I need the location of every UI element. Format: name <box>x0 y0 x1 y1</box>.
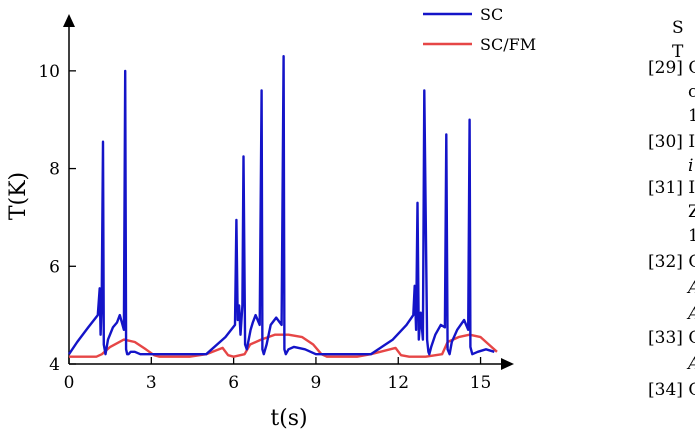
ref-marker: [33] C <box>648 328 695 348</box>
ref-fragment: T <box>672 42 684 62</box>
ref-marker: [29] C <box>648 58 695 78</box>
x-axis-label: t(s) <box>270 406 307 431</box>
ref-fragment: S <box>672 18 684 38</box>
legend-label-sc: SC <box>480 5 503 24</box>
ref-marker: [32] C <box>648 252 695 272</box>
legend: SC SC/FM <box>423 5 536 54</box>
series-line-sc <box>68 55 495 356</box>
x-tick-label: 15 <box>470 373 492 393</box>
ref-fragment: 1 <box>688 106 695 126</box>
ref-fragment: c <box>688 82 695 102</box>
ref-fragment: A <box>688 304 695 324</box>
reference-list-fragment: S T [29] C c 1 [30] I i [31] I Z 1 [32] … <box>648 0 695 438</box>
series-lines <box>68 55 498 358</box>
ref-fragment: A <box>688 354 695 374</box>
x-axis-arrow <box>501 358 514 370</box>
ref-marker: [30] I <box>648 132 695 152</box>
ref-fragment: Z <box>688 202 695 222</box>
ref-fragment: i <box>688 156 694 176</box>
ref-marker: [34] C <box>648 380 695 400</box>
x-tick-label: 3 <box>146 373 157 393</box>
x-tick-label: 0 <box>64 373 75 393</box>
y-tick-label: 4 <box>49 355 60 375</box>
axis-ticks: 0 3 6 9 12 15 4 6 8 10 <box>38 62 491 393</box>
line-chart: 0 3 6 9 12 15 4 6 8 10 t(s) T(K) SC SC/FM <box>6 5 536 431</box>
y-tick-label: 10 <box>38 62 60 82</box>
x-tick-label: 9 <box>311 373 322 393</box>
ref-fragment: A <box>688 278 695 298</box>
ref-fragment: 1 <box>688 226 695 246</box>
y-axis-label: T(K) <box>6 172 31 220</box>
x-tick-label: 12 <box>387 373 409 393</box>
ref-marker: [31] I <box>648 178 695 198</box>
legend-label-scfm: SC/FM <box>480 35 536 54</box>
series-line-sc-fm <box>69 333 498 358</box>
x-tick-label: 6 <box>228 373 239 393</box>
y-tick-label: 8 <box>49 160 60 180</box>
y-axis-arrow <box>63 14 75 27</box>
y-tick-label: 6 <box>49 257 60 277</box>
